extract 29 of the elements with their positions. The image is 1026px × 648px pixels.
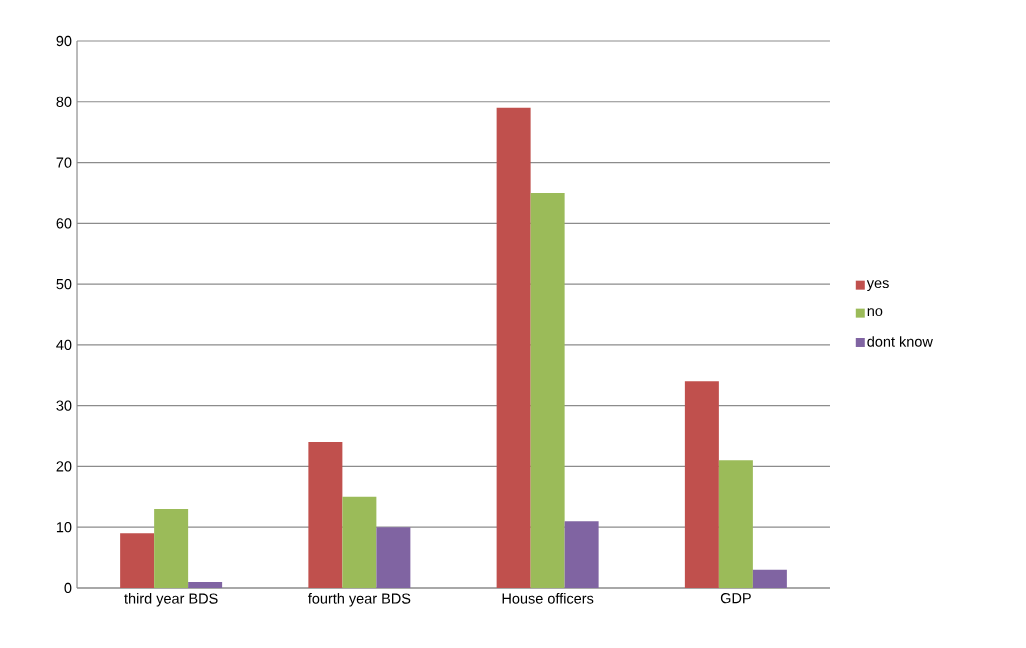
y-tick-label: 30: [56, 400, 72, 411]
bar: [376, 527, 411, 588]
legend-label: yes: [866, 280, 889, 291]
y-tick-label: 0: [64, 582, 72, 594]
x-tick-label: GDP: [720, 593, 751, 604]
bar: [718, 460, 753, 588]
x-tick-label: fourth year BDS: [308, 593, 411, 607]
bar: [684, 381, 719, 588]
x-tick-label: third year BDS: [124, 593, 218, 607]
bar: [120, 533, 155, 588]
bar: [188, 581, 223, 588]
bar: [154, 508, 189, 588]
legend-label: dont know: [867, 336, 933, 347]
y-tick-label: 80: [56, 96, 72, 107]
y-tick-label: 10: [56, 522, 72, 533]
y-tick-label: 50: [56, 278, 72, 290]
bar: [496, 107, 531, 588]
y-tick-label: 40: [56, 339, 72, 351]
bar: [752, 569, 787, 588]
bar: [530, 192, 565, 588]
legend-label: no: [867, 308, 883, 317]
y-tick-label: 20: [56, 461, 72, 472]
x-tick-label: House officers: [502, 593, 594, 604]
bar: [564, 521, 599, 588]
bar: [342, 496, 377, 588]
y-tick-label: 60: [56, 218, 72, 229]
y-tick-label: 90: [56, 35, 72, 47]
y-tick-label: 70: [56, 157, 72, 168]
bar: [308, 442, 343, 588]
